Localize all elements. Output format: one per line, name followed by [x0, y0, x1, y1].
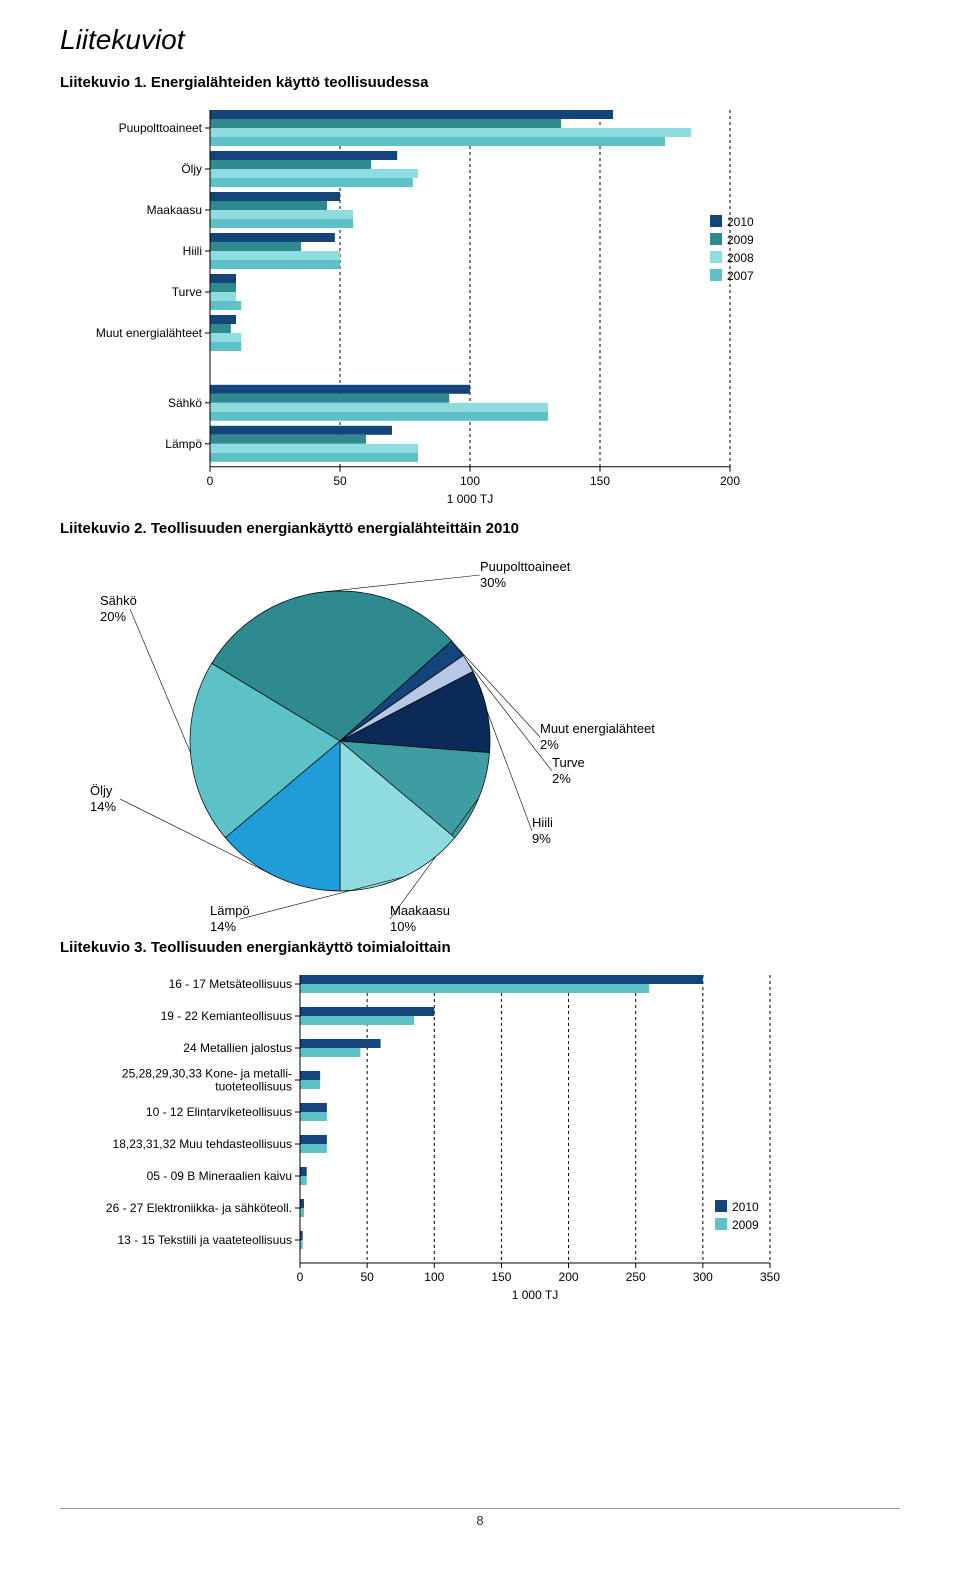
svg-text:Lämpö: Lämpö: [165, 437, 202, 451]
svg-text:2%: 2%: [552, 771, 571, 786]
svg-text:Hiili: Hiili: [183, 244, 202, 258]
svg-text:18,23,31,32 Muu tehdasteollisu: 18,23,31,32 Muu tehdasteollisuus: [113, 1137, 292, 1151]
chart3-caption: Liitekuvio 3. Teollisuuden energiankäytt…: [60, 939, 900, 956]
svg-text:2007: 2007: [727, 269, 754, 283]
svg-text:19 - 22 Kemianteollisuus: 19 - 22 Kemianteollisuus: [161, 1009, 292, 1023]
svg-text:200: 200: [559, 1270, 579, 1284]
svg-text:350: 350: [760, 1270, 780, 1284]
page-number: 8: [60, 1513, 900, 1528]
svg-text:150: 150: [491, 1270, 511, 1284]
svg-text:Öljy: Öljy: [90, 783, 113, 798]
svg-text:Puupolttoaineet: Puupolttoaineet: [480, 559, 571, 574]
svg-text:0: 0: [207, 474, 214, 488]
svg-text:Öljy: Öljy: [181, 162, 202, 176]
svg-text:300: 300: [693, 1270, 713, 1284]
svg-text:0: 0: [297, 1270, 304, 1284]
svg-text:tuoteteollisuus: tuoteteollisuus: [215, 1079, 292, 1093]
svg-text:2008: 2008: [727, 251, 754, 265]
svg-text:Sähkö: Sähkö: [100, 593, 137, 608]
svg-text:Puupolttoaineet: Puupolttoaineet: [119, 121, 203, 135]
chart1-caption: Liitekuvio 1. Energialähteiden käyttö te…: [60, 74, 900, 91]
svg-text:200: 200: [720, 474, 740, 488]
svg-text:Turve: Turve: [552, 755, 585, 770]
svg-text:13 - 15 Tekstiili ja vaateteol: 13 - 15 Tekstiili ja vaateteollisuus: [117, 1233, 292, 1247]
svg-text:Turve: Turve: [172, 285, 203, 299]
svg-text:50: 50: [333, 474, 347, 488]
chart3: 0 50 100 150 200 250 300 350 16 - 17 Metsäteolli…: [60, 970, 900, 1308]
svg-text:2010: 2010: [732, 1200, 759, 1214]
svg-text:100: 100: [424, 1270, 444, 1284]
svg-text:30%: 30%: [480, 575, 506, 590]
svg-text:2009: 2009: [727, 233, 754, 247]
svg-text:9%: 9%: [532, 831, 551, 846]
chart1: 0 50 100 150 200 Puupolttoaineet Öljy Maakaasu H…: [60, 105, 900, 512]
svg-text:10%: 10%: [390, 919, 416, 931]
svg-text:05 - 09 B Mineraalien kaivu: 05 - 09 B Mineraalien kaivu: [147, 1169, 292, 1183]
svg-text:1 000 TJ: 1 000 TJ: [512, 1288, 558, 1302]
page-title: Liitekuviot: [60, 24, 900, 56]
svg-text:100: 100: [460, 474, 480, 488]
svg-text:14%: 14%: [210, 919, 236, 931]
svg-text:2010: 2010: [727, 215, 754, 229]
svg-text:250: 250: [626, 1270, 646, 1284]
svg-text:16 - 17 Metsäteollisuus: 16 - 17 Metsäteollisuus: [169, 977, 292, 991]
svg-text:Maakaasu: Maakaasu: [390, 903, 450, 918]
svg-text:Muut energialähteet: Muut energialähteet: [96, 326, 203, 340]
svg-text:2009: 2009: [732, 1218, 759, 1232]
svg-text:24 Metallien jalostus: 24 Metallien jalostus: [183, 1041, 292, 1055]
svg-text:Sähkö: Sähkö: [168, 396, 202, 410]
chart2-caption: Liitekuvio 2. Teollisuuden energiankäytt…: [60, 520, 900, 537]
svg-text:150: 150: [590, 474, 610, 488]
svg-text:14%: 14%: [90, 799, 116, 814]
svg-text:10 - 12 Elintarviketeollisuus: 10 - 12 Elintarviketeollisuus: [146, 1105, 292, 1119]
svg-text:Muut energialähteet: Muut energialähteet: [540, 721, 655, 736]
svg-text:20%: 20%: [100, 609, 126, 624]
svg-text:50: 50: [360, 1270, 374, 1284]
svg-text:25,28,29,30,33 Kone- ja metall: 25,28,29,30,33 Kone- ja metalli-: [122, 1066, 292, 1080]
svg-text:Maakaasu: Maakaasu: [147, 203, 202, 217]
svg-text:1 000 TJ: 1 000 TJ: [447, 492, 493, 506]
footer-rule: [60, 1508, 900, 1509]
chart2: Puupolttoaineet30%Muut energialähteet2%T…: [60, 551, 900, 931]
svg-text:Hiili: Hiili: [532, 815, 553, 830]
svg-text:2%: 2%: [540, 737, 559, 752]
svg-text:Lämpö: Lämpö: [210, 903, 250, 918]
svg-text:26 - 27 Elektroniikka- ja sähk: 26 - 27 Elektroniikka- ja sähköteoll.: [106, 1201, 292, 1215]
